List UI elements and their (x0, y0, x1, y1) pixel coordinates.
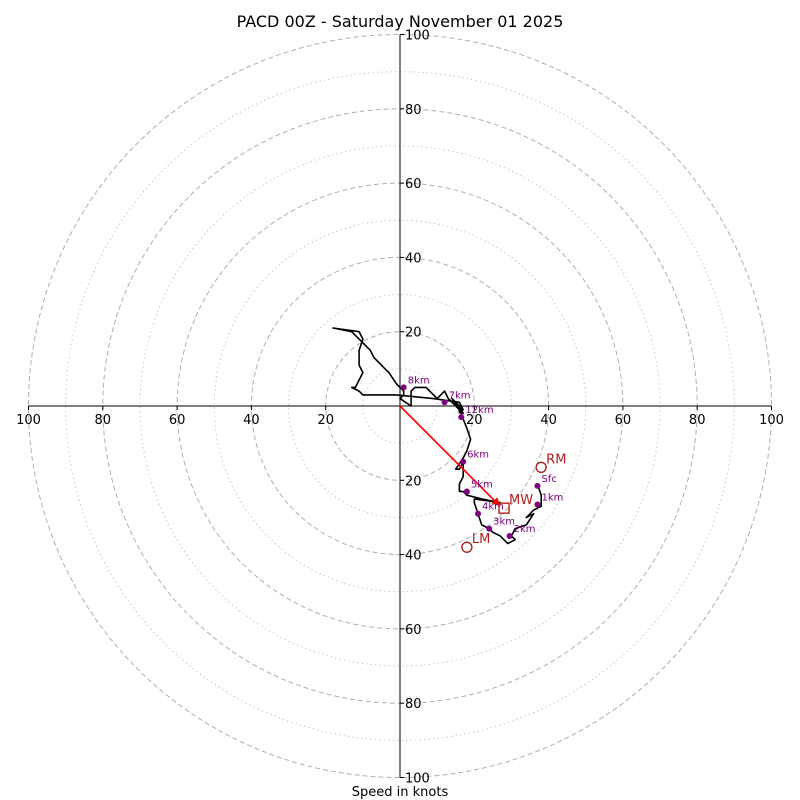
y-tick-label: 20 (405, 326, 422, 341)
height-marker-7km (441, 399, 448, 406)
x-tick-label: 40 (243, 413, 260, 428)
x-tick-label: 80 (689, 413, 706, 428)
height-marker-4km (475, 510, 482, 517)
shear-vector-group (399, 405, 501, 507)
y-tick-label: 100 (405, 29, 430, 44)
x-axis-label: Speed in knots (352, 785, 449, 800)
motion-marker-lm (461, 541, 473, 553)
tick-labels: 100 100 100 100 80 80 80 80 60 60 60 60 40 40 40 40 20 20… (16, 29, 784, 787)
height-label-8km: 8km (408, 375, 430, 386)
y-tick-label: 20 (405, 474, 422, 489)
x-tick-label: 100 (16, 413, 41, 428)
x-tick-label: 80 (95, 413, 112, 428)
motion-label-mw: MW (509, 493, 533, 508)
height-label-6km: 6km (467, 450, 489, 461)
shear-arrowhead (491, 497, 501, 507)
chart-title: PACD 00Z - Saturday November 01 2025 (237, 12, 564, 31)
height-label-12km: 12km (465, 405, 493, 416)
y-tick-label: 60 (405, 623, 422, 638)
y-tick-label: 80 (405, 103, 422, 118)
x-tick-label: 40 (540, 413, 557, 428)
bulk-shear-vector (399, 405, 501, 507)
motion-marker-rm (535, 461, 547, 473)
x-tick-label: 100 (759, 413, 784, 428)
y-tick-label: 40 (405, 549, 422, 564)
y-tick-label: 80 (405, 697, 422, 712)
height-marker-1km (534, 501, 541, 508)
y-tick-label: 40 (405, 251, 422, 266)
storm-motion-markers: RM LM MW (461, 452, 566, 553)
height-label-5km: 5km (471, 479, 493, 490)
height-marker-2km (506, 533, 513, 540)
height-label-7km: 7km (449, 390, 471, 401)
height-label-1km: 1km (541, 492, 563, 503)
x-tick-label: 60 (615, 413, 632, 428)
motion-label-lm: LM (472, 532, 490, 547)
x-tick-label: 20 (317, 413, 334, 428)
height-label-sfc: Sfc (541, 474, 556, 485)
height-label-4km: 4km (482, 502, 504, 513)
height-marker-sfc (534, 482, 541, 489)
y-tick-label: 100 (405, 772, 430, 787)
height-label-3km: 3km (493, 517, 515, 528)
height-marker-8km (400, 384, 407, 391)
height-marker-6km (460, 458, 467, 465)
y-tick-label: 60 (405, 177, 422, 192)
x-tick-label: 60 (169, 413, 186, 428)
height-marker-12km (458, 414, 465, 421)
height-marker-5km (463, 488, 470, 495)
height-label-2km: 2km (514, 524, 536, 535)
motion-label-rm: RM (546, 452, 566, 467)
motion-marker-mw (498, 502, 510, 514)
x-tick-label: 20 (466, 413, 483, 428)
height-marker-3km (486, 525, 493, 532)
